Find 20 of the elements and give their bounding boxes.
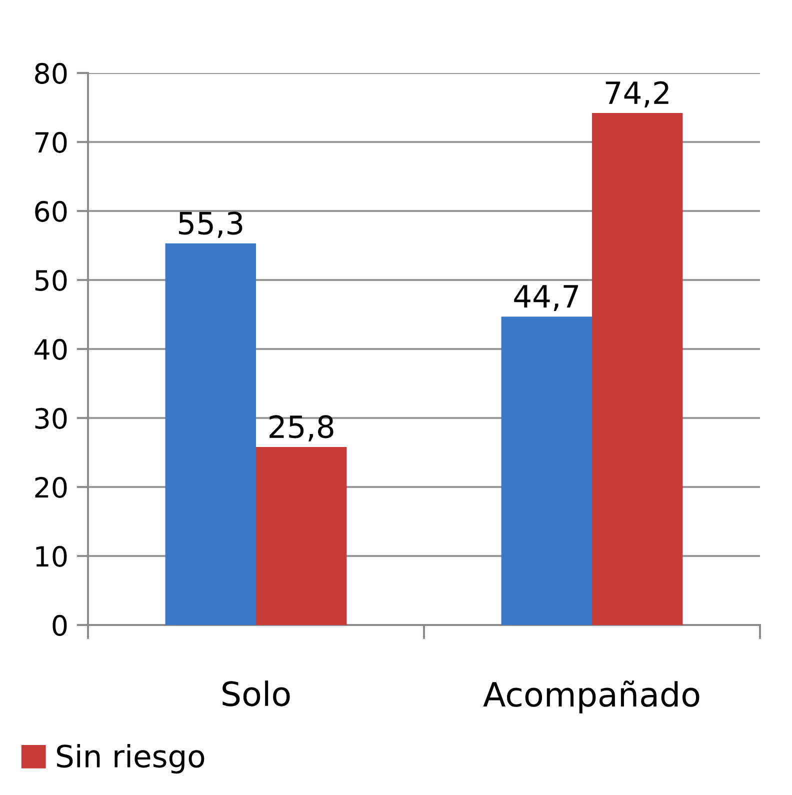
bar bbox=[592, 113, 683, 625]
legend-label: Sin riesgo bbox=[57, 744, 204, 774]
y-tick-label: 20 bbox=[35, 476, 67, 498]
bar bbox=[256, 446, 347, 625]
y-tick-label: 50 bbox=[35, 270, 67, 291]
y-tick-label: 40 bbox=[34, 338, 67, 360]
y-tick-label: 70 bbox=[35, 132, 67, 153]
data-label: 55,3 bbox=[178, 212, 242, 238]
y-tick-label: 80 bbox=[35, 62, 67, 84]
x-tick-label: Solo bbox=[222, 680, 290, 706]
y-tick-label: 60 bbox=[35, 200, 67, 222]
bar bbox=[165, 243, 256, 625]
y-tick-label: 10 bbox=[36, 546, 67, 567]
bar bbox=[501, 316, 592, 625]
data-label: 74,2 bbox=[606, 81, 668, 108]
data-label: 44,7 bbox=[514, 285, 578, 311]
y-tick-label: 30 bbox=[35, 408, 67, 429]
y-tick-label: 0 bbox=[52, 614, 67, 636]
x-tick-label: Acompañado bbox=[483, 680, 700, 714]
data-label: 25,8 bbox=[270, 415, 334, 442]
